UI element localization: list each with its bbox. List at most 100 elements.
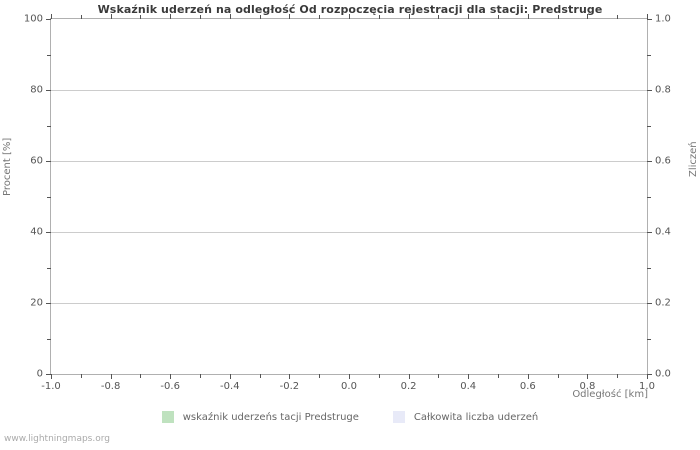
x-axis-top-tick (527, 14, 529, 19)
gridline-horizontal (51, 303, 647, 304)
y-axis-left-tick-label: 80 (30, 84, 43, 96)
legend-item[interactable]: wskaźnik uderzeńs tacji Predstruge (161, 411, 359, 423)
x-axis-tick (647, 374, 648, 379)
gridline-horizontal (51, 161, 647, 162)
x-axis-tick-label: -0.8 (100, 381, 121, 392)
y-axis-right-tick-label: 0.4 (655, 226, 671, 238)
x-axis-top-tick (349, 14, 350, 19)
x-axis-top-tick (408, 14, 410, 19)
y-axis-left-tick (46, 374, 51, 375)
x-axis-tick (110, 374, 112, 379)
x-axis-top-tick (587, 14, 589, 19)
x-axis-top-tick (170, 14, 172, 19)
legend-swatch-strike-rate (161, 411, 174, 423)
x-axis-top-tick (289, 14, 291, 19)
x-axis-minor-tick (319, 374, 321, 378)
x-axis-tick-label: 0.6 (519, 381, 536, 392)
x-axis-minor-tick (200, 374, 201, 378)
y-axis-left-tick (46, 161, 51, 162)
y-axis-right-minor-tick (647, 196, 651, 198)
y-axis-right-tick (647, 374, 652, 375)
y-axis-right-tick (647, 19, 652, 20)
y-axis-right-minor-tick (647, 267, 651, 269)
x-axis-tick-label: -1.0 (41, 381, 61, 392)
y-axis-left-minor-tick (47, 125, 51, 127)
plot-inner: 0 20 40 60 80 100 0.0 0.2 0.4 0.6 0.8 1.0 -1.0 -0.8 -0… (24, 14, 671, 393)
x-axis-tick (468, 374, 470, 379)
y-axis-right-tick-label: 0.2 (655, 297, 671, 309)
y-axis-left-tick-label: 40 (30, 226, 43, 238)
y-axis-left-minor-tick (47, 196, 51, 198)
y-axis-right-tick (647, 303, 652, 304)
chart-title: Wskaźnik uderzeń na odległość Od rozpocz… (97, 3, 603, 16)
x-axis-top-minor-tick (140, 15, 142, 19)
x-axis-top-minor-tick (438, 15, 440, 19)
x-axis-tick (229, 374, 231, 379)
x-axis-tick (408, 374, 410, 379)
x-axis-tick-label: 0.2 (400, 381, 417, 392)
y-axis-left-tick-label: 100 (23, 13, 43, 25)
y-axis-left-tick-label: 20 (30, 297, 43, 309)
x-axis-top-tick (647, 14, 648, 19)
y-axis-right-tick-label: 0.6 (655, 155, 671, 167)
x-axis-tick-label: 0.8 (579, 381, 596, 392)
x-axis-tick-label: -0.6 (160, 381, 180, 392)
y-axis-right-title: Zliczeń (688, 141, 699, 177)
x-axis-minor-tick (498, 374, 499, 378)
x-axis-top-minor-tick (80, 15, 82, 19)
x-axis-top-tick (468, 14, 470, 19)
y-axis-left-title: Procent [%] (2, 137, 13, 196)
legend-label-strike-rate: wskaźnik uderzeńs tacji Predstruge (182, 411, 359, 423)
y-axis-left-minor-tick (47, 338, 51, 340)
y-axis-right-tick-label: 0.8 (655, 84, 671, 96)
watermark: www.lightningmaps.org (4, 434, 110, 444)
legend-item[interactable]: Całkowita liczba uderzeń (392, 411, 539, 423)
gridline-horizontal (51, 232, 647, 233)
x-axis-tick (587, 374, 589, 379)
x-axis-top-tick (229, 14, 231, 19)
y-axis-left-tick (46, 19, 51, 20)
x-axis-title: Odległość [km] (572, 389, 648, 400)
y-axis-right-tick (647, 161, 652, 162)
y-axis-left-tick (46, 232, 51, 233)
y-axis-left-minor-tick (47, 54, 51, 56)
x-axis-minor-tick (438, 374, 440, 378)
x-axis-top-minor-tick (557, 15, 559, 19)
y-axis-right-minor-tick (647, 125, 651, 127)
y-axis-right-tick (647, 232, 652, 233)
x-axis-top-tick (51, 14, 52, 19)
x-axis-tick-label: -0.2 (279, 381, 300, 392)
x-axis-top-minor-tick (498, 15, 499, 19)
legend-label-total-strikes: Całkowita liczba uderzeń (413, 411, 539, 423)
x-axis-tick (51, 374, 52, 379)
y-axis-left-tick (46, 90, 51, 91)
gridline-horizontal (51, 90, 647, 91)
x-axis-tick-label: 0.4 (460, 381, 477, 392)
y-axis-left-minor-tick (47, 267, 51, 269)
y-axis-right-tick (647, 90, 652, 91)
legend-swatch-total-strikes (392, 411, 405, 423)
x-axis-tick (527, 374, 529, 379)
x-axis-tick-label: 1.0 (639, 381, 655, 392)
x-axis-top-minor-tick (378, 15, 380, 19)
x-axis-tick (349, 374, 350, 379)
y-axis-left-tick-label: 60 (30, 155, 43, 167)
x-axis-tick-label: 0.0 (341, 381, 357, 392)
x-axis-minor-tick (140, 374, 142, 378)
y-axis-right-minor-tick (647, 338, 651, 340)
x-axis-tick (170, 374, 172, 379)
x-axis-top-minor-tick (617, 15, 619, 19)
x-axis-tick-label: -0.4 (220, 381, 240, 392)
x-axis-tick (289, 374, 291, 379)
x-axis-minor-tick (80, 374, 82, 378)
y-axis-left-tick (46, 303, 51, 304)
x-axis-minor-tick (617, 374, 619, 378)
x-axis-top-minor-tick (259, 15, 261, 19)
chart-legend: wskaźnik uderzeńs tacji Predstruge Całko… (0, 411, 700, 423)
x-axis-top-minor-tick (319, 15, 321, 19)
plot-area: 0 20 40 60 80 100 0.0 0.2 0.4 0.6 0.8 1.0 -1.0 -0.8 -0… (24, 14, 671, 393)
x-axis-minor-tick (259, 374, 261, 378)
y-axis-right-minor-tick (647, 54, 651, 56)
x-axis-minor-tick (557, 374, 559, 378)
